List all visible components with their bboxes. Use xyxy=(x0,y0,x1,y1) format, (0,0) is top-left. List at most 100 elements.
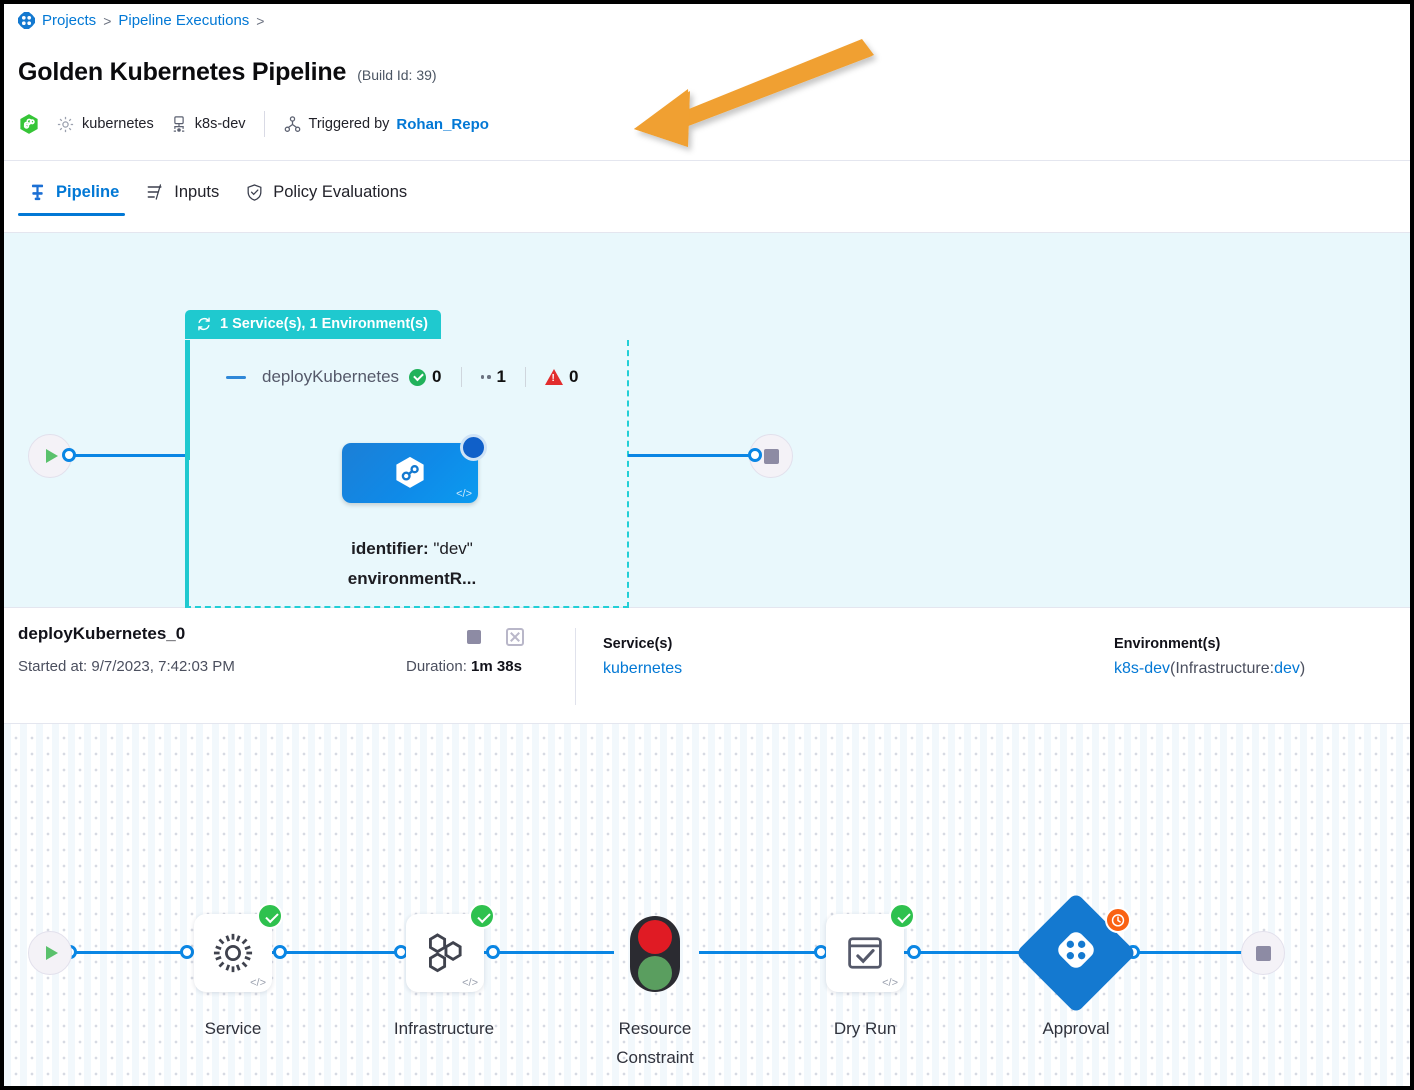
tab-pipeline[interactable]: Pipeline xyxy=(18,177,135,216)
detail-environment-infra-prefix: (Infrastructure: xyxy=(1170,660,1275,677)
canvas-port-infra-out[interactable] xyxy=(486,945,500,959)
canvas-start-node[interactable] xyxy=(28,931,72,975)
orange-arrow-icon xyxy=(604,29,904,159)
breadcrumb-item-projects[interactable]: Projects xyxy=(42,12,97,29)
page-title: Golden Kubernetes Pipeline xyxy=(18,58,347,86)
tab-policy-evaluations[interactable]: Policy Evaluations xyxy=(235,177,423,216)
detail-environments-column: Environment(s) k8s-dev(Infrastructure:de… xyxy=(1114,636,1305,678)
canvas-edge-2 xyxy=(284,951,409,954)
play-icon xyxy=(45,946,58,960)
code-glyph-icon: </> xyxy=(250,977,266,989)
environment-meta[interactable]: k8s-dev xyxy=(170,115,246,133)
service-gear-icon xyxy=(56,115,75,134)
tab-inputs[interactable]: Inputs xyxy=(135,176,235,216)
canvas-port-dryrun-out[interactable] xyxy=(907,945,921,959)
stat-failed-count: 0 xyxy=(568,367,579,386)
stage-matrix-node[interactable]: </> xyxy=(342,434,487,503)
detail-actions xyxy=(467,628,524,646)
breadcrumb-item-pipeline-executions[interactable]: Pipeline Executions xyxy=(118,12,250,29)
service-meta[interactable]: kubernetes xyxy=(56,115,154,134)
policy-shield-icon xyxy=(245,183,264,202)
stage-node-row: deployKubernetes 0 1 0 xyxy=(226,367,578,387)
stat-failed: 0 xyxy=(544,367,579,387)
detail-step-name: deployKubernetes_0 xyxy=(18,624,186,643)
stage-node-name[interactable]: deployKubernetes xyxy=(262,367,400,386)
stage-graph-panel xyxy=(4,233,1410,607)
stage-start-port[interactable] xyxy=(62,448,76,462)
tabs-divider xyxy=(4,232,1410,233)
running-dots-icon xyxy=(480,375,491,379)
triggered-by-user[interactable]: Rohan_Repo xyxy=(396,115,489,133)
canvas-step-infrastructure-label: Infrastructure xyxy=(393,1019,495,1038)
kubernetes-node-icon xyxy=(391,454,429,492)
canvas-edge-8 xyxy=(1132,951,1254,954)
execution-canvas[interactable] xyxy=(4,724,1410,1086)
success-check-icon xyxy=(409,368,427,386)
canvas-edge-0 xyxy=(70,951,190,954)
canvas-step-resource-constraint-label: Resource Constraint xyxy=(585,1014,725,1072)
breadcrumb-separator: > xyxy=(256,12,265,29)
canvas-step-dry-run[interactable]: </> xyxy=(826,903,915,992)
inputs-icon xyxy=(145,182,165,202)
canvas-edge-7 xyxy=(912,951,1032,954)
canvas-step-service[interactable]: </> xyxy=(194,903,283,992)
stat-running-count: 1 xyxy=(496,367,506,386)
caption-line-environment-ref: environmentR... xyxy=(347,568,477,588)
detail-services-header: Service(s) xyxy=(603,636,673,652)
canvas-step-resource-constraint[interactable] xyxy=(630,916,680,992)
canvas-step-approval-label: Approval xyxy=(1042,1019,1110,1038)
detail-environments-value[interactable]: k8s-dev(Infrastructure:dev) xyxy=(1114,660,1305,678)
canvas-step-dry-run-label: Dry Run xyxy=(833,1019,897,1038)
stage-group-box xyxy=(185,340,629,608)
tab-policy-label: Policy Evaluations xyxy=(273,183,408,201)
canvas-port-service-in[interactable] xyxy=(180,945,194,959)
caption-value-identifier: "dev" xyxy=(428,539,473,558)
traffic-light-red xyxy=(638,920,672,954)
stop-square-icon[interactable] xyxy=(467,630,481,644)
stage-edge-end xyxy=(628,454,753,457)
play-icon xyxy=(45,449,58,463)
canvas-edge-5 xyxy=(699,951,824,954)
execution-detail-bar: deployKubernetes_0 Started at: 9/7/2023,… xyxy=(4,607,1410,724)
pipeline-icon xyxy=(28,183,47,202)
code-glyph-icon: </> xyxy=(462,977,478,989)
meta-divider xyxy=(263,111,265,137)
abort-x-icon[interactable] xyxy=(506,628,524,646)
stage-group-left-bar xyxy=(185,340,190,460)
success-check-icon xyxy=(889,903,915,929)
traffic-light-green xyxy=(638,956,672,990)
clock-waiting-icon xyxy=(1105,907,1131,933)
canvas-port-service-out[interactable] xyxy=(273,945,287,959)
code-glyph-icon: </> xyxy=(882,977,898,989)
build-id: (Build Id: 39) xyxy=(357,67,437,83)
tab-pipeline-label: Pipeline xyxy=(56,183,120,201)
triggered-by-label: Triggered by xyxy=(308,116,390,132)
collapse-toggle-icon[interactable] xyxy=(226,375,246,379)
approval-diamond-icon xyxy=(1056,930,1096,970)
stage-end-port[interactable] xyxy=(748,448,762,462)
stat-running: 1 xyxy=(480,367,506,387)
stage-group-badge[interactable]: 1 Service(s), 1 Environment(s) xyxy=(185,310,441,339)
spinner-icon xyxy=(460,434,487,461)
triggered-by-meta: Triggered by Rohan_Repo xyxy=(283,115,489,134)
success-check-icon xyxy=(469,903,495,929)
detail-started-at: Started at: 9/7/2023, 7:42:03 PM xyxy=(18,658,235,675)
environment-name: k8s-dev xyxy=(194,116,246,132)
detail-vertical-divider xyxy=(575,628,576,705)
header-divider xyxy=(4,160,1410,161)
label-line-1: Resource xyxy=(618,1019,692,1038)
detail-environment-name[interactable]: k8s-dev xyxy=(1114,660,1171,677)
trigger-user-icon xyxy=(283,115,302,134)
canvas-step-infrastructure[interactable]: </> xyxy=(406,903,495,992)
canvas-end-node[interactable] xyxy=(1241,931,1285,975)
execution-meta-row: kubernetes k8s-dev Triggered by R xyxy=(18,111,489,137)
stat-divider xyxy=(460,367,462,387)
detail-duration-value: 1m 38s xyxy=(471,658,522,675)
service-name: kubernetes xyxy=(82,116,154,132)
detail-environment-infra-value[interactable]: dev xyxy=(1274,660,1300,677)
canvas-step-service-label: Service xyxy=(204,1019,262,1038)
breadcrumb-separator: > xyxy=(103,12,112,29)
detail-services-value[interactable]: kubernetes xyxy=(603,660,683,677)
title-row: Golden Kubernetes Pipeline (Build Id: 39… xyxy=(18,58,437,87)
